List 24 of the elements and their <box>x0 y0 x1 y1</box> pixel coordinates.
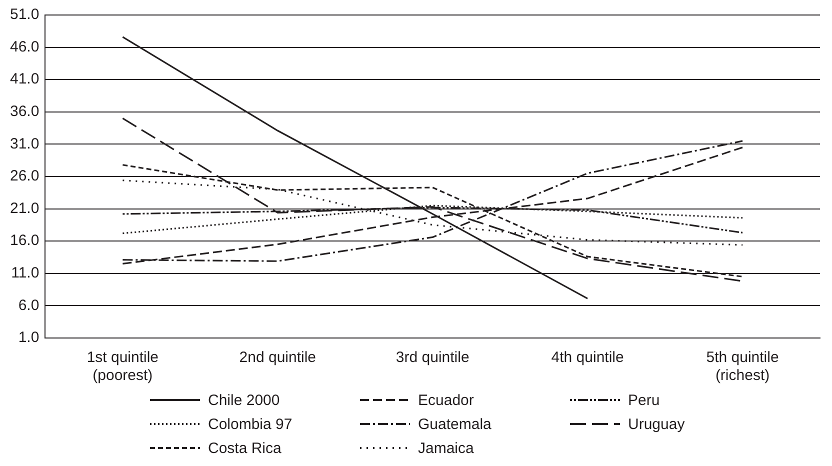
y-tick-label: 26.0 <box>10 168 40 185</box>
y-tick-label: 31.0 <box>10 135 40 152</box>
x-tick-label: 3rd quintile <box>396 349 470 366</box>
legend-label: Peru <box>628 392 660 408</box>
legend-label: Chile 2000 <box>208 392 280 408</box>
legend-label: Colombia 97 <box>208 416 292 432</box>
x-tick-label: 2nd quintile <box>239 349 316 366</box>
legend-label: Jamaica <box>418 440 474 456</box>
y-tick-label: 6.0 <box>18 296 40 314</box>
legend-label: Ecuador <box>418 392 474 408</box>
y-tick-label: 1.0 <box>18 329 40 346</box>
legend-label: Costa Rica <box>208 440 282 456</box>
y-tick-label: 21.0 <box>10 200 40 217</box>
x-tick-label: 1st quintile (poorest) <box>86 349 159 384</box>
y-tick-label: 51.0 <box>10 6 40 24</box>
y-tick-label: 11.0 <box>11 264 40 282</box>
y-tick-label: 41.0 <box>10 70 40 88</box>
x-tick-label: 4th quintile <box>551 349 624 366</box>
legend-label: Guatemala <box>418 416 492 432</box>
y-tick-label: 46.0 <box>10 38 40 56</box>
legend-label: Uruguay <box>628 416 685 432</box>
x-tick-label: 5th quintile (richest) <box>706 349 779 384</box>
y-tick-label: 36.0 <box>10 103 40 120</box>
y-tick-label: 16.0 <box>10 232 40 250</box>
